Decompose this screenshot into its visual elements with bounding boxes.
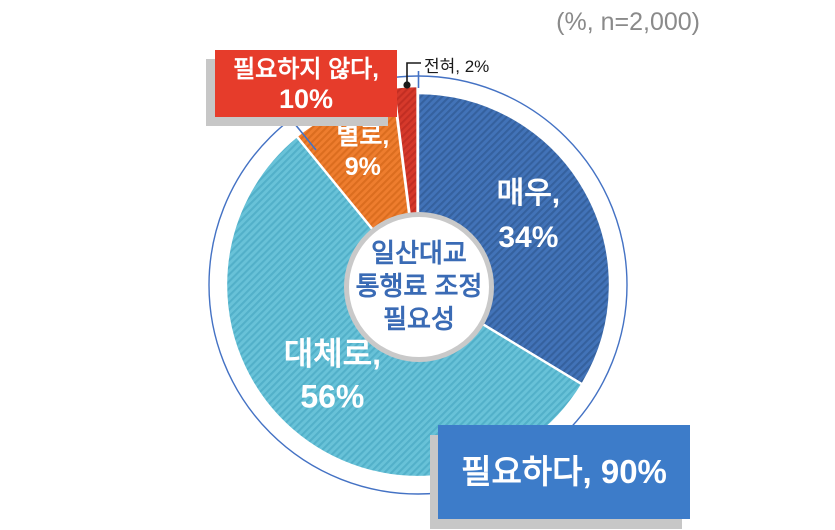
sample-size-note: (%, n=2,000)	[556, 8, 700, 36]
needed-label: 필요하다, 90%	[461, 453, 667, 490]
needed-callout-box: 필요하다, 90%	[438, 425, 690, 519]
slice-label-0-매우: 매우, 34%	[497, 177, 561, 254]
not-needed-callout-box: 필요하지 않다, 10%	[215, 50, 397, 117]
slice-label-1-대체로: 대체로, 56%	[284, 336, 381, 415]
center-title-line2: 통행료 조정	[355, 271, 483, 301]
chart-center-title: 일산대교 통행료 조정 필요성	[334, 237, 504, 336]
center-title-line1: 일산대교	[371, 238, 467, 268]
not-needed-leader-line	[289, 117, 317, 151]
none-callout-dot	[403, 81, 411, 89]
none-at-all-label: 전혀, 2%	[424, 57, 490, 76]
slice-label-2-별로: 별로, 9%	[336, 122, 389, 181]
center-title-line3: 필요성	[383, 304, 455, 334]
donut-hole	[344, 212, 494, 362]
not-needed-label: 필요하지 않다,	[233, 56, 379, 83]
none-callout-elbow-line	[406, 62, 421, 84]
not-needed-percent: 10%	[278, 84, 334, 114]
